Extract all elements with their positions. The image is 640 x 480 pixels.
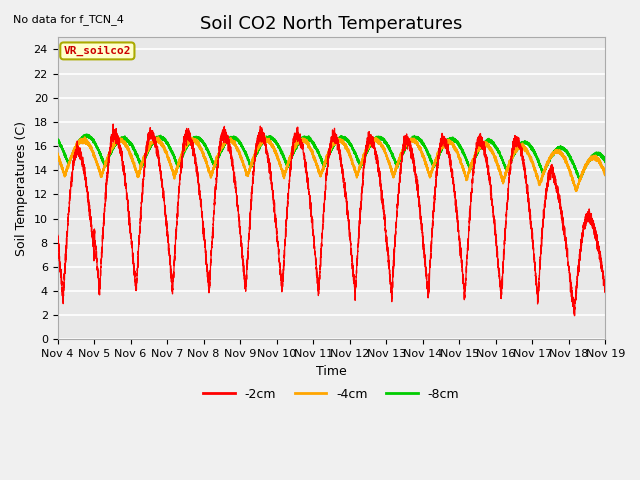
Text: No data for f_TCN_4: No data for f_TCN_4 xyxy=(13,14,124,25)
Title: Soil CO2 North Temperatures: Soil CO2 North Temperatures xyxy=(200,15,463,33)
X-axis label: Time: Time xyxy=(316,365,347,378)
Text: VR_soilco2: VR_soilco2 xyxy=(63,46,131,56)
Y-axis label: Soil Temperatures (C): Soil Temperatures (C) xyxy=(15,121,28,256)
Legend: -2cm, -4cm, -8cm: -2cm, -4cm, -8cm xyxy=(198,383,465,406)
